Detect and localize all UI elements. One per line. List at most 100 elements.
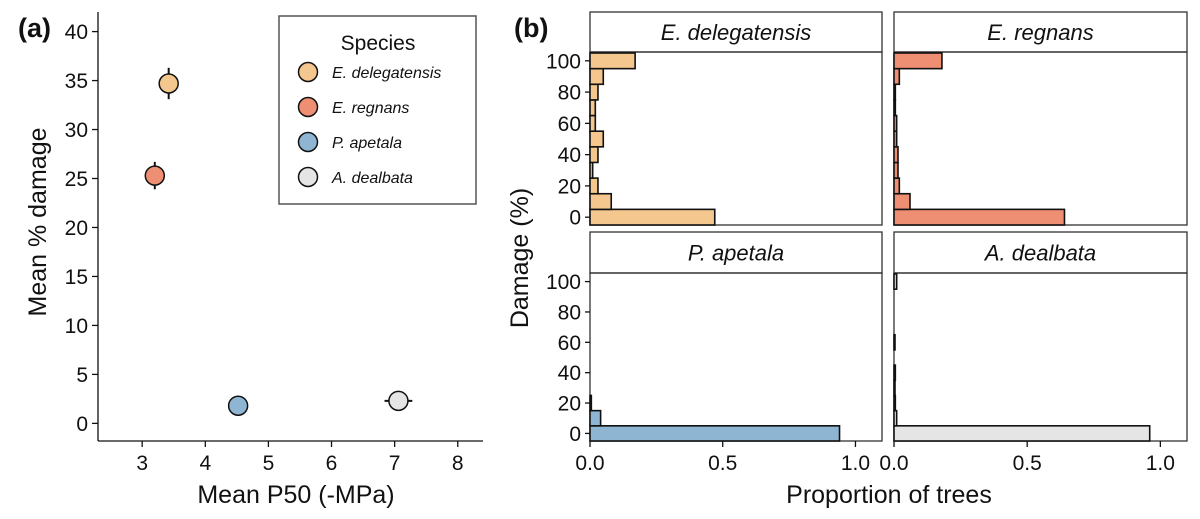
facet-border [589, 51, 883, 226]
facet-x-tick-label: 0.0 [575, 452, 604, 475]
facet-y-tick-label: 60 [558, 332, 581, 355]
histogram-bar [893, 99, 897, 117]
histogram-bar [589, 177, 599, 195]
panel-a-x-tick-label: 6 [326, 452, 338, 475]
panel-a-points [144, 67, 413, 416]
histogram-bar [893, 67, 901, 86]
histogram-bar [589, 83, 599, 101]
facet-y-tick-label: 100 [546, 271, 581, 294]
histogram-bar [893, 208, 1066, 226]
scatter-panel-a: (a) 3 4 5 6 7 8 0 5 10 15 20 25 30 35 40 Species E. del… [18, 12, 483, 509]
facet-y-tick-label: 0 [569, 207, 581, 230]
histogram-bar [589, 192, 613, 211]
scatter-point-group [384, 390, 413, 412]
facet-panel: E. delegatensis 0 20 40 60 80 100 [546, 11, 883, 230]
facet-y-tick-label: 100 [546, 50, 581, 73]
histogram-bar [893, 83, 897, 101]
scatter-point [158, 73, 179, 94]
facet-border [589, 272, 883, 442]
histogram-bar [589, 161, 594, 179]
facet-x-tick-label: 0.0 [879, 452, 908, 475]
histogram-bar [893, 425, 1151, 442]
facet-y-tick-label: 0 [569, 423, 581, 446]
facet-x-tick-label: 0.5 [708, 452, 737, 475]
facet-x-tick-label: 1.0 [1146, 452, 1175, 475]
histogram-panel-b: (b) E. delegatensis 0 20 40 60 80 100 E. regnan… [506, 11, 1188, 509]
facet-strip [589, 231, 883, 274]
histogram-bar [589, 130, 605, 148]
legend-title: Species [341, 32, 416, 55]
facet-strip [589, 11, 883, 53]
histogram-bar [893, 192, 911, 211]
legend-label: E. delegatensis [332, 65, 441, 82]
legend-label: A. dealbata [331, 170, 413, 187]
histogram-bar [589, 146, 599, 164]
histogram-bar [893, 394, 897, 412]
panel-a-axes: 3 4 5 6 7 8 0 5 10 15 20 25 30 35 40 [65, 12, 483, 475]
facet-x-tick-label: 0.5 [1013, 452, 1042, 475]
panel-a-y-tick-label: 35 [65, 70, 88, 93]
histogram-bar [589, 52, 636, 70]
legend-label: P. apetala [332, 135, 402, 152]
histogram-bar [589, 409, 602, 427]
facet-border [893, 272, 1188, 442]
facet-y-tick-label: 20 [558, 393, 581, 416]
facet-panel: E. regnans [893, 11, 1188, 226]
panel-a-legend: Species E. delegatensis E. regnans P. apeta… [278, 15, 477, 205]
scatter-point [144, 165, 166, 186]
facet-y-tick-label: 80 [558, 82, 581, 105]
panel-b-xlabel: Proportion of trees [786, 481, 992, 509]
facet-strip-label: E. regnans [987, 20, 1093, 45]
panel-b-facets: E. delegatensis 0 20 40 60 80 100 E. regnans P. … [546, 11, 1188, 475]
facet-panel: A. dealbata 0.0 0.5 1.0 [879, 231, 1188, 475]
facet-border [893, 51, 1188, 226]
histogram-bar [893, 177, 901, 195]
facet-strip-label: P. apetala [688, 241, 784, 266]
panel-a-y-tick-label: 40 [65, 21, 88, 44]
panel-a-y-tick-label: 0 [76, 413, 88, 436]
facet-panel: P. apetala 0 20 40 60 80 100 0.0 0.5 1.0 [546, 231, 883, 475]
panel-a-y-tick-label: 10 [65, 315, 88, 338]
panel-a-y-tick-label: 15 [65, 266, 88, 289]
legend-swatch [297, 166, 319, 188]
facet-strip-label: A. dealbata [983, 241, 1096, 266]
scatter-point-group [158, 67, 179, 100]
panel-a-x-tick-label: 7 [389, 452, 401, 475]
histogram-bar [589, 99, 597, 117]
legend-swatch [297, 61, 319, 83]
facet-y-tick-label: 40 [558, 362, 581, 385]
panel-a-ylabel: Mean % damage [24, 127, 52, 316]
panel-a-label: (a) [18, 13, 51, 43]
legend-swatch [297, 96, 319, 118]
scatter-point-group [227, 395, 249, 416]
panel-a-y-tick-label: 25 [65, 168, 88, 191]
panel-a-x-tick-label: 8 [452, 452, 464, 475]
panel-b-ylabel: Damage (%) [506, 188, 534, 328]
histogram-bar [589, 114, 597, 132]
histogram-bar [893, 409, 898, 427]
histogram-bar [589, 208, 716, 226]
panel-a-x-tick-label: 3 [136, 452, 148, 475]
panel-a-x-tick-label: 4 [199, 452, 211, 475]
histogram-bar [893, 273, 898, 290]
facet-y-tick-label: 20 [558, 175, 581, 198]
panel-b-label: (b) [514, 13, 548, 43]
scatter-point-group [144, 161, 166, 190]
legend-swatch [297, 131, 319, 153]
scatter-point [388, 390, 409, 412]
facet-strip [893, 231, 1188, 274]
legend-label: E. regnans [332, 100, 409, 117]
panel-a-y-tick-label: 30 [65, 119, 88, 142]
histogram-bar [893, 333, 896, 351]
histogram-bar [893, 146, 899, 164]
histogram-bar [893, 379, 896, 397]
histogram-bar [893, 130, 898, 148]
histogram-bar [893, 114, 898, 132]
facet-x-tick-label: 1.0 [841, 452, 870, 475]
histogram-bar [893, 52, 943, 70]
panel-a-xlabel: Mean P50 (-MPa) [197, 481, 394, 509]
histogram-bar [589, 394, 593, 412]
scatter-point [227, 395, 249, 416]
panel-a-y-tick-label: 5 [76, 364, 88, 387]
